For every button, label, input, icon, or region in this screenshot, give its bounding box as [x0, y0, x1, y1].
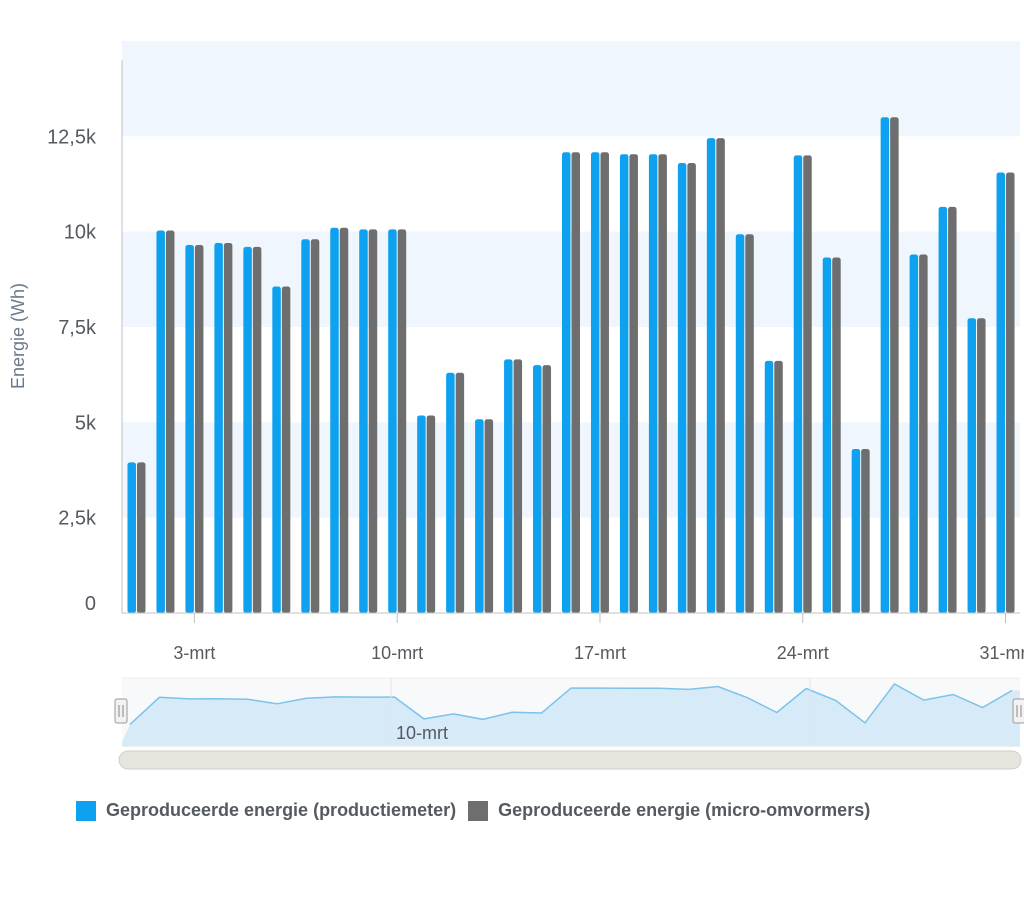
legend-item-productiemeter[interactable]: Geproduceerde energie (productiemeter)	[76, 800, 456, 821]
bar-productiemeter[interactable]	[851, 449, 861, 613]
bar-productiemeter[interactable]	[996, 172, 1006, 613]
bar-productiemeter[interactable]	[764, 360, 774, 613]
bar-productiemeter[interactable]	[793, 155, 803, 613]
navigator-label: 10-mrt	[396, 723, 448, 743]
y-tick-label: 5k	[75, 412, 97, 434]
legend-swatch-micro-omvormers	[468, 800, 489, 821]
bar-micro-omvormers[interactable]	[310, 239, 320, 613]
bar-productiemeter[interactable]	[706, 138, 716, 614]
navigator-line	[129, 683, 1013, 725]
bar-micro-omvormers[interactable]	[919, 254, 928, 613]
bar-micro-omvormers[interactable]	[716, 138, 725, 614]
bar-micro-omvormers[interactable]	[861, 449, 870, 613]
bar-productiemeter[interactable]	[359, 229, 368, 614]
y-tick-label: 10k	[64, 222, 97, 244]
bar-productiemeter[interactable]	[504, 359, 513, 613]
bar-micro-omvormers[interactable]	[658, 154, 667, 613]
plot-band	[122, 422, 1020, 518]
bar-micro-omvormers[interactable]	[1006, 172, 1015, 613]
bar-productiemeter[interactable]	[590, 152, 600, 613]
bar-micro-omvormers[interactable]	[687, 162, 696, 613]
y-tick-label: 7,5k	[58, 317, 97, 339]
y-axis-title: Energie (Wh)	[8, 283, 28, 389]
y-tick-label: 2,5k	[58, 508, 97, 530]
bar-micro-omvormers[interactable]	[542, 365, 552, 613]
bar-micro-omvormers[interactable]	[165, 230, 175, 613]
legend-item-micro-omvormers[interactable]: Geproduceerde energie (micro-omvormers)	[468, 800, 870, 821]
bar-micro-omvormers[interactable]	[513, 359, 523, 613]
bar-micro-omvormers[interactable]	[339, 227, 349, 614]
bar-productiemeter[interactable]	[562, 152, 571, 613]
bar-micro-omvormers[interactable]	[803, 155, 812, 613]
x-tick-label: 3-mrt	[173, 643, 215, 663]
navigator-scrollbar[interactable]	[118, 750, 1022, 770]
navigator-handle-left[interactable]	[114, 698, 128, 724]
bar-productiemeter[interactable]	[388, 229, 397, 614]
bar-micro-omvormers[interactable]	[571, 152, 581, 613]
plot-band	[122, 40, 1020, 137]
bar-micro-omvormers[interactable]	[977, 318, 986, 613]
bar-micro-omvormers[interactable]	[281, 286, 291, 613]
y-tick-label: 0	[85, 593, 96, 615]
bar-productiemeter[interactable]	[648, 154, 658, 613]
bar-productiemeter[interactable]	[446, 372, 455, 613]
bar-micro-omvormers[interactable]	[455, 372, 465, 613]
bar-micro-omvormers[interactable]	[774, 360, 783, 613]
bar-micro-omvormers[interactable]	[890, 117, 899, 613]
bar-micro-omvormers[interactable]	[629, 154, 638, 613]
bar-micro-omvormers[interactable]	[223, 243, 233, 613]
bar-micro-omvormers[interactable]	[484, 419, 494, 613]
legend-label-micro-omvormers: Geproduceerde energie (micro-omvormers)	[498, 800, 871, 820]
bar-productiemeter[interactable]	[475, 419, 484, 613]
bar-micro-omvormers[interactable]	[368, 229, 378, 614]
x-tick-label: 17-mrt	[574, 643, 626, 663]
x-tick-label: 31-mrt	[980, 643, 1024, 663]
y-tick-label: 12,5k	[47, 126, 97, 148]
bar-micro-omvormers[interactable]	[194, 244, 204, 613]
bar-productiemeter[interactable]	[533, 365, 542, 613]
bar-productiemeter[interactable]	[417, 415, 426, 613]
bar-productiemeter[interactable]	[301, 239, 310, 613]
bar-productiemeter[interactable]	[677, 162, 687, 613]
bar-productiemeter[interactable]	[880, 117, 890, 613]
bar-micro-omvormers[interactable]	[832, 257, 841, 613]
bar-micro-omvormers[interactable]	[600, 152, 609, 613]
legend: Geproduceerde energie (productiemeter) G…	[76, 800, 882, 821]
navigator-handle-right[interactable]	[1012, 698, 1024, 724]
plot-band	[122, 231, 1020, 327]
legend-swatch-productiemeter	[76, 800, 96, 821]
bar-micro-omvormers[interactable]	[745, 234, 754, 613]
bar-productiemeter[interactable]	[909, 254, 919, 613]
bar-micro-omvormers[interactable]	[252, 246, 262, 613]
bar-productiemeter[interactable]	[243, 246, 252, 613]
bar-productiemeter[interactable]	[214, 243, 223, 613]
legend-label-productiemeter: Geproduceerde energie (productiemeter)	[106, 800, 457, 820]
bar-productiemeter[interactable]	[127, 462, 136, 613]
bar-productiemeter[interactable]	[619, 154, 629, 613]
x-tick-label: 10-mrt	[371, 643, 423, 663]
bar-productiemeter[interactable]	[156, 230, 165, 613]
bar-productiemeter[interactable]	[938, 206, 948, 613]
bar-productiemeter[interactable]	[822, 257, 832, 613]
bar-micro-omvormers[interactable]	[948, 206, 957, 613]
bar-micro-omvormers[interactable]	[426, 415, 436, 613]
bar-productiemeter[interactable]	[735, 234, 745, 613]
navigator-area	[122, 684, 1020, 746]
bar-productiemeter[interactable]	[330, 227, 339, 614]
x-tick-label: 24-mrt	[777, 643, 829, 663]
bar-productiemeter[interactable]	[272, 286, 281, 613]
bar-productiemeter[interactable]	[185, 244, 194, 613]
bar-micro-omvormers[interactable]	[397, 229, 407, 614]
bar-productiemeter[interactable]	[967, 318, 977, 613]
bar-micro-omvormers[interactable]	[136, 462, 146, 613]
